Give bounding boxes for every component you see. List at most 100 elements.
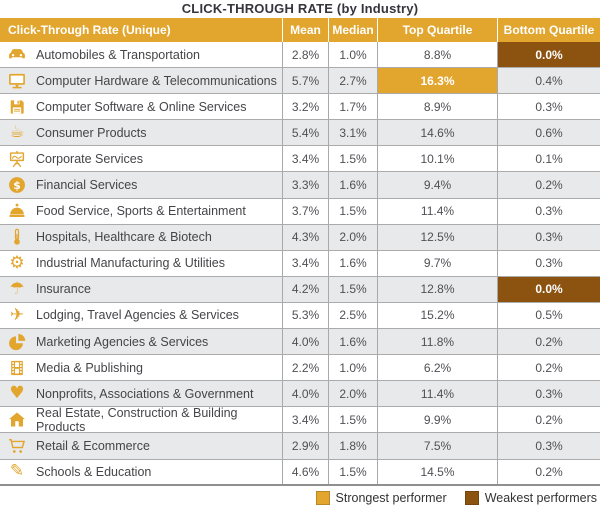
- floppy-icon: [5, 96, 29, 118]
- industry-cell: Media & Publishing: [0, 355, 282, 380]
- mean-value: 2.8%: [282, 42, 328, 68]
- industry-cell: Hospitals, Healthcare & Biotech: [0, 225, 282, 250]
- bottom-quartile-value: 0.3%: [497, 224, 600, 250]
- mean-value: 4.3%: [282, 224, 328, 250]
- industry-label: Hospitals, Healthcare & Biotech: [36, 230, 212, 245]
- industry-cell: ⚙ Industrial Manufacturing & Utilities: [0, 251, 282, 276]
- median-value: 1.6%: [328, 172, 377, 198]
- table-row: ⚙ Industrial Manufacturing & Utilities 3.4…: [0, 250, 600, 277]
- bottom-quartile-value: 0.3%: [497, 433, 600, 459]
- cart-icon: [5, 435, 29, 457]
- top-quartile-value: 9.7%: [377, 250, 497, 276]
- industry-cell: Retail & Ecommerce: [0, 433, 282, 458]
- mean-value: 4.2%: [282, 276, 328, 302]
- bottom-quartile-value: 0.6%: [497, 120, 600, 146]
- industry-cell: Automobiles & Transportation: [0, 42, 282, 67]
- table-row: ✈ Lodging, Travel Agencies & Services 5.3%…: [0, 302, 600, 330]
- industry-cell: ✈ Lodging, Travel Agencies & Services: [0, 303, 282, 328]
- industry-label: Media & Publishing: [36, 360, 144, 375]
- bottom-quartile-value: 0.3%: [497, 381, 600, 407]
- industry-label: Lodging, Travel Agencies & Services: [36, 308, 239, 323]
- industry-label: Real Estate, Construction & Building Pro…: [36, 405, 238, 434]
- mean-value: 5.7%: [282, 68, 328, 94]
- column-header-top-quartile: Top Quartile: [377, 18, 497, 42]
- table-body: Automobiles & Transportation 2.8% 1.0% 8.8%…: [0, 42, 600, 486]
- bottom-quartile-value: 0.2%: [497, 329, 600, 355]
- bottom-quartile-value: 0.2%: [497, 459, 600, 484]
- mean-value: 3.4%: [282, 407, 328, 433]
- industry-cell: ✎ Schools & Education: [0, 460, 282, 484]
- svg-text:$: $: [13, 179, 21, 192]
- mean-value: 3.3%: [282, 172, 328, 198]
- film-icon: [5, 357, 29, 379]
- table-row: Marketing Agencies & Services 4.0% 1.6% 11.…: [0, 329, 600, 356]
- industry-cell: $ Financial Services: [0, 172, 282, 197]
- median-value: 1.0%: [328, 42, 377, 68]
- top-quartile-value: 10.1%: [377, 146, 497, 172]
- median-value: 1.5%: [328, 459, 377, 484]
- ctr-table: Click-Through Rate (Unique) Mean Median …: [0, 18, 600, 486]
- industry-cell: Real Estate, Construction & Building Pro…: [0, 405, 282, 434]
- top-quartile-value: 14.6%: [377, 120, 497, 146]
- legend-swatch: [315, 490, 330, 505]
- median-value: 1.5%: [328, 407, 377, 433]
- mean-value: 4.0%: [282, 329, 328, 355]
- table-row: ☂ Insurance 4.2% 1.5% 12.8% 0.0%: [0, 276, 600, 303]
- top-quartile-value: 12.5%: [377, 224, 497, 250]
- median-value: 1.5%: [328, 276, 377, 302]
- top-quartile-value: 8.8%: [377, 42, 497, 68]
- table-row: ♥ Nonprofits, Associations & Government 4.…: [0, 381, 600, 408]
- table-row: Retail & Ecommerce 2.9% 1.8% 7.5% 0.3%: [0, 433, 600, 460]
- presentation-icon: [5, 148, 29, 170]
- median-value: 2.0%: [328, 224, 377, 250]
- industry-cell: Food Service, Sports & Entertainment: [0, 199, 282, 224]
- bottom-quartile-value: 0.2%: [497, 407, 600, 433]
- top-quartile-value: 7.5%: [377, 433, 497, 459]
- thermometer-icon: [5, 226, 29, 248]
- median-value: 1.6%: [328, 329, 377, 355]
- top-quartile-value: 9.4%: [377, 172, 497, 198]
- median-value: 1.5%: [328, 198, 377, 224]
- cloche-icon: [5, 200, 29, 222]
- car-icon: [5, 44, 29, 66]
- legend-label: Strongest performer: [335, 490, 447, 505]
- column-header-industry: Click-Through Rate (Unique): [8, 23, 171, 37]
- table-row: Food Service, Sports & Entertainment 3.7%…: [0, 198, 600, 225]
- industry-label: Marketing Agencies & Services: [36, 334, 209, 349]
- median-value: 2.0%: [328, 381, 377, 407]
- median-value: 2.5%: [328, 302, 377, 329]
- bottom-quartile-value: 0.3%: [497, 198, 600, 224]
- industry-cell: ♥ Nonprofits, Associations & Government: [0, 381, 282, 406]
- bottom-quartile-value: 0.3%: [497, 94, 600, 120]
- column-header-median: Median: [328, 18, 377, 42]
- table-row: Hospitals, Healthcare & Biotech 4.3% 2.0% 1…: [0, 224, 600, 251]
- table-header-row: Click-Through Rate (Unique) Mean Median …: [0, 18, 600, 42]
- page-title: CLICK-THROUGH RATE (by Industry): [181, 1, 419, 16]
- table-row: $ Financial Services 3.3% 1.6% 9.4% 0.2%: [0, 172, 600, 199]
- bottom-quartile-value: 0.4%: [497, 68, 600, 94]
- mean-value: 2.2%: [282, 355, 328, 381]
- dollar-coin-icon: $: [5, 174, 29, 196]
- mean-value: 5.4%: [282, 120, 328, 146]
- column-header-mean: Mean: [282, 18, 328, 42]
- mean-value: 3.4%: [282, 250, 328, 276]
- mean-value: 3.2%: [282, 94, 328, 120]
- pie-chart-icon: [5, 331, 29, 353]
- mean-value: 5.3%: [282, 302, 328, 329]
- median-value: 3.1%: [328, 120, 377, 146]
- table-row: Automobiles & Transportation 2.8% 1.0% 8.8%…: [0, 42, 600, 69]
- industry-label: Corporate Services: [36, 151, 143, 166]
- heart-icon: ♥: [9, 383, 25, 404]
- industry-cell: Corporate Services: [0, 146, 282, 171]
- industry-label: Industrial Manufacturing & Utilities: [36, 256, 225, 271]
- mean-value: 4.6%: [282, 459, 328, 484]
- industry-label: Financial Services: [36, 178, 138, 193]
- bottom-quartile-value: 0.2%: [497, 355, 600, 381]
- monitor-icon: [5, 70, 29, 92]
- industry-cell: Computer Software & Online Services: [0, 94, 282, 119]
- top-quartile-value: 8.9%: [377, 94, 497, 120]
- median-value: 1.0%: [328, 355, 377, 381]
- top-quartile-value: 14.5%: [377, 459, 497, 484]
- industry-cell: Computer Hardware & Telecommunications: [0, 68, 282, 93]
